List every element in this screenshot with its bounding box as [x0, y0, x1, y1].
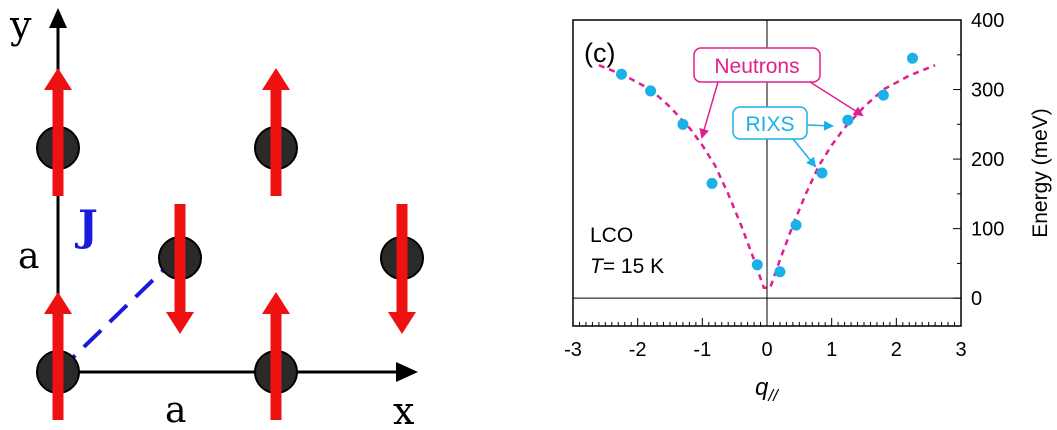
rixs-point: [790, 219, 802, 231]
spin-arrowhead-1: [262, 292, 290, 314]
spin-arrowhead-2: [166, 312, 194, 334]
x-tick-label: -2: [629, 339, 647, 361]
lattice-x-arrowhead: [396, 362, 418, 382]
rixs-point: [706, 177, 718, 189]
x-axis-title: q//: [755, 374, 780, 405]
neutrons-series-line: [598, 64, 936, 290]
spin-arrowhead-3: [388, 312, 416, 334]
lattice-x-label: x: [393, 389, 414, 430]
rixs-label: RIXS: [745, 113, 794, 136]
exchange-bond: [56, 250, 184, 374]
neutrons-label: Neutrons: [714, 55, 799, 78]
rixs-point: [774, 266, 786, 278]
lattice-const-bottom: a: [165, 390, 186, 430]
neutrons-label-box: [693, 47, 821, 83]
x-tick-label: 3: [955, 339, 966, 361]
lattice-y-arrowhead: [49, 8, 67, 28]
y-tick-label: 100: [971, 219, 1004, 241]
rixs-point: [842, 114, 854, 126]
panel-label: (c): [584, 38, 615, 68]
rixs-point: [907, 52, 918, 64]
lattice-panel: y x a a J: [9, 3, 424, 430]
sample-label: LCO: [590, 224, 633, 247]
x-tick-label: 0: [761, 339, 772, 361]
exchange-label: J: [74, 201, 98, 250]
x-tick-label: -3: [564, 339, 582, 361]
y-tick-label: 0: [971, 288, 982, 310]
x-tick-label: -1: [693, 339, 711, 361]
y-axis-title: Energy (meV): [1029, 108, 1052, 238]
rixs-point: [816, 167, 828, 179]
rixs-point: [645, 85, 657, 97]
dispersion-panel: -3 -2 -1 0 1 2 3 0 100 200 300 400 (c) Neutrons RI…: [564, 10, 1052, 405]
spin-arrowhead-0: [44, 292, 72, 314]
rixs-point: [616, 68, 627, 80]
rixs-point: [751, 259, 763, 271]
rixs-pointer-down: [792, 138, 817, 168]
x-tick-label: 2: [891, 339, 902, 361]
rixs-pointer-right: [806, 120, 834, 131]
rixs-label-box: [732, 106, 808, 140]
rixs-point: [877, 89, 889, 101]
spin-arrowhead-5: [262, 68, 290, 90]
neutrons-pointer-right: [809, 81, 864, 117]
lattice-const-left: a: [18, 236, 39, 277]
rixs-point: [677, 118, 689, 130]
neutrons-pointer-left: [699, 81, 719, 139]
y-tick-label: 400: [971, 10, 1004, 32]
y-tick-label: 200: [971, 149, 1004, 171]
y-tick-label: 300: [971, 80, 1004, 102]
x-tick-label: 1: [826, 339, 837, 361]
temperature-label: T= 15 K: [590, 255, 664, 278]
lattice-y-label: y: [9, 3, 32, 47]
spin-arrowhead-4: [44, 68, 72, 90]
